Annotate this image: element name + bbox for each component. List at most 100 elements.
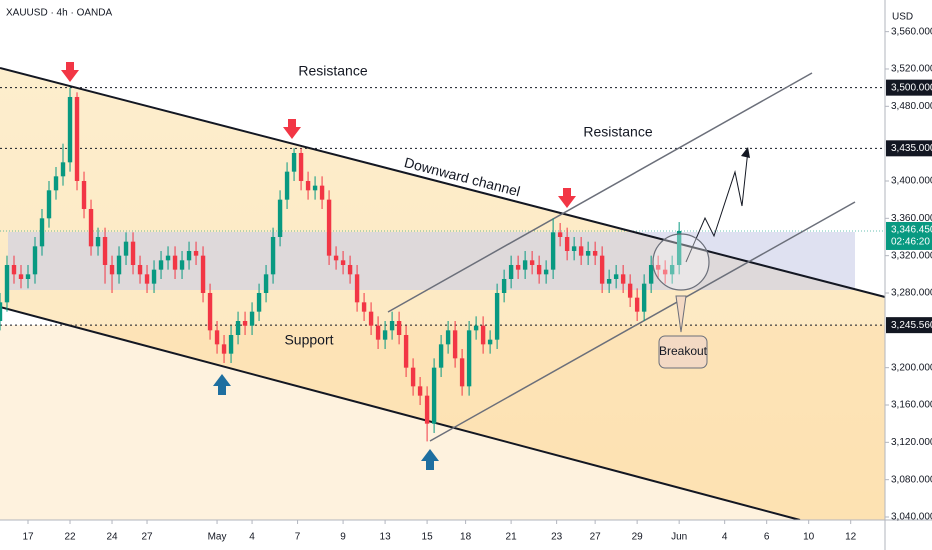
x-tick-label: 24 xyxy=(106,532,118,543)
candle-body xyxy=(214,330,220,345)
candle-body xyxy=(536,264,542,275)
candle-body xyxy=(655,264,661,270)
candle-body xyxy=(172,255,178,270)
candle-body xyxy=(249,311,255,326)
candle-body xyxy=(60,162,66,177)
candle-body xyxy=(557,232,563,237)
candle-body xyxy=(39,218,45,247)
background xyxy=(0,68,885,520)
candle-body xyxy=(333,255,339,261)
y-tick-label: 3,520.000 xyxy=(891,64,932,75)
candle-body xyxy=(151,269,157,284)
candle-body xyxy=(522,260,528,270)
candle-body xyxy=(585,250,591,256)
y-tick-label: 3,040.000 xyxy=(891,512,932,523)
x-tick-label: 4 xyxy=(722,532,728,543)
breakout-circle xyxy=(652,233,710,291)
candle-body xyxy=(627,283,633,298)
candle-body xyxy=(501,278,507,293)
candle-body xyxy=(389,320,395,331)
candle-body xyxy=(200,255,206,293)
candle-body xyxy=(543,269,549,275)
candle-body xyxy=(445,330,451,345)
candle-body xyxy=(662,269,668,275)
x-tick-label: 4 xyxy=(249,532,255,543)
y-tick-label: 3,280.000 xyxy=(891,288,932,299)
last-price-label: 3,346.450 xyxy=(891,225,932,236)
candle-body xyxy=(263,274,269,293)
candle-body xyxy=(487,339,493,345)
x-tick-label: 22 xyxy=(64,532,76,543)
y-tick-label: 3,080.000 xyxy=(891,474,932,485)
candle-body xyxy=(88,208,94,247)
candle-body xyxy=(326,199,332,256)
projection-path xyxy=(685,149,749,263)
channel-lower xyxy=(0,306,801,521)
resistance-label: Resistance xyxy=(298,63,367,79)
candle-body xyxy=(347,264,353,275)
x-tick-label: 27 xyxy=(141,532,153,543)
x-tick-label: 21 xyxy=(506,532,518,543)
candle-body xyxy=(319,185,325,200)
candle-body xyxy=(550,232,556,270)
candle-body xyxy=(676,230,682,265)
x-tick-label: 10 xyxy=(803,532,815,543)
candle-body xyxy=(242,320,248,326)
candle-body xyxy=(438,344,444,368)
x-tick-label: May xyxy=(208,532,227,543)
candle-body xyxy=(669,264,675,275)
candle-body xyxy=(354,274,360,303)
candle-body xyxy=(312,185,318,191)
arrow-down xyxy=(61,62,79,82)
candle-body xyxy=(193,250,199,256)
candle-body xyxy=(648,264,654,284)
arrow-up xyxy=(213,374,231,395)
candle-body xyxy=(494,292,500,340)
channel-fill xyxy=(0,68,885,520)
candle-body xyxy=(165,255,171,261)
y-tick-label: 3,120.000 xyxy=(891,437,932,448)
candle-body xyxy=(256,292,262,312)
y-tick-label: 3,320.000 xyxy=(891,250,932,261)
candle-body xyxy=(466,330,472,387)
support-label: Support xyxy=(284,332,333,348)
candle-body xyxy=(564,236,570,251)
candle-body xyxy=(417,386,423,396)
x-tick-label: 12 xyxy=(845,532,857,543)
x-tick-label: 7 xyxy=(295,532,301,543)
candle-body xyxy=(305,180,311,191)
candle-body xyxy=(102,236,108,265)
candle-body xyxy=(431,367,437,424)
candle-body xyxy=(130,241,136,265)
arrow-down xyxy=(283,119,301,139)
level-tag-label: 3,245.560 xyxy=(891,320,932,331)
candle-body xyxy=(340,260,346,265)
candle-body xyxy=(613,274,619,279)
candle-body xyxy=(529,260,535,265)
candle-body xyxy=(0,302,3,321)
candle-body xyxy=(46,190,52,219)
candle-body xyxy=(571,246,577,251)
candle-body xyxy=(144,274,150,284)
x-tick-label: 13 xyxy=(380,532,392,543)
candles xyxy=(0,87,682,442)
candle-body xyxy=(270,236,276,275)
candle-body xyxy=(53,176,59,191)
candle-body xyxy=(81,180,87,209)
candle-body xyxy=(578,246,584,256)
x-tick-label: 6 xyxy=(764,532,770,543)
y-tick-label: 3,360.000 xyxy=(891,213,932,224)
x-tick-label: 23 xyxy=(551,532,563,543)
y-tick-label: 3,400.000 xyxy=(891,176,932,187)
x-tick-label: 27 xyxy=(590,532,602,543)
arrow-up xyxy=(421,449,439,470)
last-price-tag xyxy=(886,221,932,250)
breakout-label: Breakout xyxy=(659,344,708,358)
candle-body xyxy=(599,255,605,284)
candle-body xyxy=(634,297,640,312)
candle-body xyxy=(508,264,514,279)
x-tick-label: 17 xyxy=(22,532,34,543)
levels xyxy=(0,87,885,326)
x-tick-label: 9 xyxy=(340,532,346,543)
